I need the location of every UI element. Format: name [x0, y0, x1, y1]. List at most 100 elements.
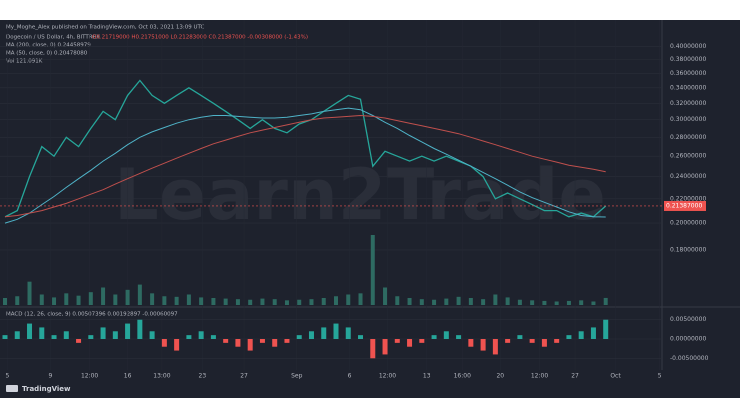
macd-bar — [2, 335, 8, 339]
volume-bar — [248, 299, 253, 305]
macd-title: MACD (12, 26, close, 9) 0.00507396 0.001… — [6, 312, 178, 318]
y-tick-label: 0.34000000 — [670, 84, 706, 91]
volume-bar — [444, 298, 449, 305]
x-tick-label: 9 — [48, 373, 52, 380]
macd-bar — [272, 339, 278, 347]
volume-bar — [174, 296, 179, 305]
volume-bar — [39, 294, 44, 305]
x-tick-label: 16:00 — [454, 373, 471, 380]
macd-bar — [125, 323, 131, 339]
macd-bar — [578, 331, 584, 339]
series-line — [4, 79, 607, 218]
macd-bar — [443, 331, 449, 339]
indicator: MA (200, close, 0) 0.24458979 — [6, 43, 91, 49]
y-tick-label: 0.36000000 — [670, 70, 706, 77]
last-price-label: 0.21387000 — [666, 202, 702, 209]
y-tick-label: 0.28000000 — [670, 134, 706, 141]
series-line — [4, 107, 606, 224]
brand-logo — [6, 385, 18, 392]
volume-bar — [407, 298, 412, 305]
macd-bar — [186, 335, 192, 339]
volume-bar — [235, 299, 240, 305]
macd-bar — [431, 335, 437, 339]
macd-bar — [235, 339, 241, 347]
macd-bar — [296, 335, 302, 339]
symbol-title: Dogecoin / US Dollar, 4h, BITTREX — [6, 35, 100, 41]
y-tick-label: 0.20000000 — [670, 220, 706, 227]
x-tick-label: 12:00 — [81, 373, 98, 380]
volume-bar — [321, 298, 326, 305]
chart-background — [0, 20, 740, 398]
y-tick-label: -0.00500000 — [670, 355, 709, 362]
volume-bar — [579, 300, 584, 305]
volume-bar — [334, 296, 338, 305]
macd-bar — [566, 335, 572, 339]
y-tick-label: 0.30000000 — [670, 116, 706, 123]
macd-bar — [345, 327, 351, 339]
y-tick-label: 0.26000000 — [670, 153, 706, 160]
x-tick-label: 12:00 — [379, 373, 396, 380]
macd-bar — [419, 339, 425, 343]
macd-bar — [76, 339, 82, 343]
volume-bar — [137, 284, 142, 305]
watermark: Learn2Trade — [114, 154, 606, 236]
volume-bar — [517, 299, 522, 305]
y-tick-label: 0.18000000 — [670, 246, 706, 253]
volume-bar — [530, 300, 535, 305]
x-tick-label: 5 — [658, 373, 662, 380]
macd-bar — [382, 339, 388, 355]
volume-bar — [493, 294, 498, 305]
x-tick-label: 6 — [348, 373, 352, 380]
volume-bar — [542, 300, 547, 305]
y-tick-label: 0.32000000 — [670, 100, 706, 107]
macd-bar — [14, 331, 20, 339]
volume-bar — [481, 299, 486, 305]
macd-bar — [210, 335, 216, 339]
macd-bar — [308, 331, 314, 339]
publisher: My_Moghe_Alex published on TradingView.c… — [6, 25, 205, 31]
macd-bar — [137, 319, 143, 339]
macd-bar — [247, 339, 253, 351]
volume-bar — [3, 298, 7, 305]
macd-bar — [174, 339, 180, 351]
macd-bar — [505, 339, 511, 343]
y-tick-label: 0.24000000 — [670, 173, 706, 180]
volume-bar — [346, 294, 351, 305]
y-tick-label: 0.00000000 — [670, 336, 706, 343]
ohlc: O0.21719000 H0.21751000 L0.21283000 C0.2… — [92, 35, 308, 41]
brand: TradingView — [22, 385, 71, 393]
macd-bar — [480, 339, 486, 351]
y-tick-label: 0.38000000 — [670, 56, 706, 63]
x-tick-label: 13:00 — [153, 373, 170, 380]
macd-bar — [27, 323, 33, 339]
volume-bar — [432, 299, 437, 305]
x-tick-label: 27 — [571, 373, 579, 380]
macd-bar — [529, 339, 535, 343]
volume-bar — [383, 287, 388, 305]
x-tick-label: Oct — [610, 373, 621, 380]
macd-bar — [603, 319, 609, 339]
volume-bar — [223, 298, 228, 305]
volume-bar — [211, 298, 216, 305]
last-price-badge — [664, 200, 706, 211]
volume-bar — [566, 300, 571, 305]
series-line — [4, 114, 606, 218]
x-tick-label: 27 — [240, 373, 248, 380]
macd-bar — [112, 331, 118, 339]
macd-bar — [407, 339, 413, 347]
macd-bar — [51, 335, 57, 339]
volume-bar — [370, 235, 375, 305]
macd-bar — [198, 331, 204, 339]
y-tick-label: 0.22000000 — [670, 195, 706, 202]
volume-bar — [199, 297, 204, 305]
volume-bar — [272, 299, 277, 305]
macd-bar — [149, 331, 155, 339]
y-tick-label: 0.00500000 — [670, 316, 706, 323]
macd-bar — [358, 335, 364, 339]
macd-bar — [590, 327, 596, 339]
volume-bar — [505, 297, 510, 305]
macd-bar — [284, 339, 290, 343]
macd-bar — [456, 335, 462, 339]
macd-bar — [333, 323, 339, 339]
volume-bar — [125, 289, 130, 305]
